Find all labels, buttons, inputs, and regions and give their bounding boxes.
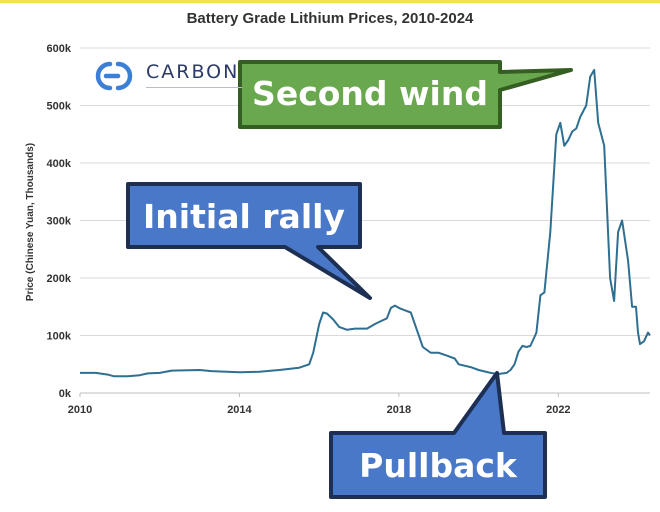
series: [80, 68, 651, 378]
axes: 0k 100k 200k 300k 400k 500k 600k 2010 2014 2018 20…: [47, 43, 650, 416]
carbon-logo-text: CARBON: [146, 61, 240, 83]
callout-pullback: [329, 371, 547, 499]
callout-initial-rally-text: Initial rally: [143, 197, 345, 236]
y-axis-label: Price (Chinese Yuan, Thousands): [25, 143, 36, 301]
y-tick-label: 200k: [47, 273, 72, 285]
carbon-logo-icon: [95, 61, 133, 91]
y-tick-label: 0k: [59, 388, 72, 400]
x-tick-label: 2018: [387, 404, 411, 416]
callout-second-wind-text: Second wind: [252, 74, 488, 113]
x-tick-label: 2022: [546, 404, 570, 416]
x-tick-label: 2010: [68, 404, 92, 416]
chart-title: Battery Grade Lithium Prices, 2010-2024: [186, 10, 474, 27]
callout-pullback-text: Pullback: [359, 446, 517, 485]
carbon-logo: CARBON: [92, 60, 242, 92]
top-rule: [0, 0, 660, 3]
x-tick-label: 2014: [227, 404, 252, 416]
y-tick-label: 400k: [47, 158, 72, 170]
y-tick-label: 600k: [47, 43, 72, 55]
y-tick-label: 100k: [47, 331, 72, 343]
series-line: [80, 68, 651, 378]
y-tick-label: 500k: [47, 101, 72, 113]
callout-second-wind: [238, 60, 573, 129]
y-tick-label: 300k: [47, 216, 72, 228]
callout-initial-rally: [126, 182, 372, 300]
logo-underline: [146, 87, 242, 88]
